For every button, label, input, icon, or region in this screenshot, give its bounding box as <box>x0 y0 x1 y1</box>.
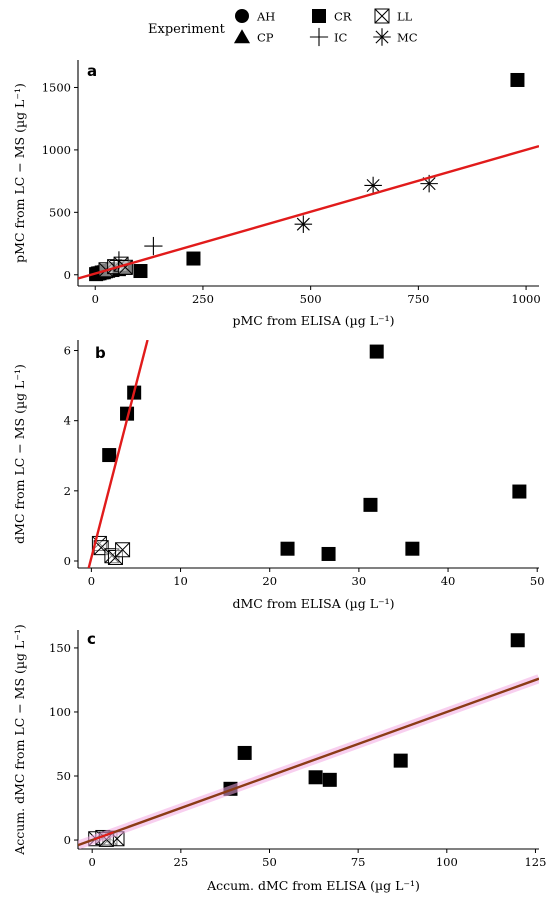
x-tick-label: 75 <box>351 855 366 869</box>
legend: Experiment AH CR LL CP IC MC <box>148 8 418 47</box>
x-tick-label: 1000 <box>511 292 540 306</box>
x-tick-label: 20 <box>262 574 277 588</box>
legend-entry-cp: CP <box>233 29 274 45</box>
y-tick-label: 50 <box>56 769 71 783</box>
point-cr <box>321 546 336 561</box>
legend-symbol-cr <box>312 9 326 23</box>
point-cr <box>308 770 323 785</box>
y-tick-label: 4 <box>64 414 71 428</box>
y-tick-label: 150 <box>49 641 71 655</box>
fit-line <box>87 340 149 568</box>
point-ll <box>115 542 131 558</box>
x-axis-title: pMC from ELISA (µg L⁻¹) <box>233 313 395 328</box>
legend-label-cr: CR <box>334 10 352 24</box>
y-tick-label: 0 <box>64 268 71 282</box>
point-cr <box>405 541 420 556</box>
point-cr <box>280 541 295 556</box>
y-tick-label: 1000 <box>42 143 71 157</box>
point-cr <box>393 753 408 768</box>
panel-c: 0 25 50 75 100 125 0 50 100 150 c Accum. dMC from E… <box>12 624 546 893</box>
y-axis-title: Accum. dMC from LC − MS (µg L⁻¹) <box>12 624 27 856</box>
legend-entry-ic: IC <box>309 27 348 47</box>
point-cr <box>512 484 527 499</box>
point-cr <box>237 745 252 760</box>
legend-entry-ll: LL <box>374 8 413 24</box>
y-axis-title: dMC from LC − MS (µg L⁻¹) <box>12 364 27 544</box>
panel-a: 0 250 500 750 1000 0 500 1000 1500 a pMC from ELIS… <box>12 60 541 328</box>
x-tick-label: 25 <box>174 855 189 869</box>
legend-label-mc: MC <box>397 31 418 45</box>
fit-lines <box>87 340 149 568</box>
x-tick-label: 500 <box>300 292 322 306</box>
point-mc <box>364 176 382 195</box>
point-cr <box>186 251 201 266</box>
legend-symbol-cp <box>233 29 251 44</box>
y-tick-label: 500 <box>49 205 71 219</box>
fit-line <box>78 145 539 280</box>
legend-entry-cr: CR <box>312 9 352 24</box>
x-tick-label: 0 <box>88 574 95 588</box>
panel-b: 0 10 20 30 40 50 0 2 4 6 b dMC from ELISA (µg L⁻¹) d… <box>12 340 545 611</box>
point-cr <box>510 633 525 648</box>
legend-entry-mc: MC <box>373 28 418 46</box>
legend-label-cp: CP <box>257 31 274 45</box>
y-tick-label: 0 <box>64 554 71 568</box>
point-cr <box>322 772 337 787</box>
x-tick-label: 0 <box>92 292 99 306</box>
fit-lines <box>78 674 539 849</box>
fit-lines <box>78 145 539 280</box>
legend-symbol-ll <box>374 8 390 24</box>
point-mc <box>294 215 313 233</box>
point-ic <box>144 236 163 256</box>
point-cr <box>133 264 148 279</box>
legend-label-ah: AH <box>256 10 275 24</box>
legend-entry-ah: AH <box>235 9 275 24</box>
points <box>91 344 527 565</box>
fit-line <box>93 831 114 841</box>
point-cr <box>102 448 117 463</box>
x-tick-label: 40 <box>441 574 456 588</box>
y-tick-label: 6 <box>64 344 71 358</box>
x-tick-label: 250 <box>192 292 214 306</box>
x-tick-label: 50 <box>530 574 545 588</box>
points <box>89 72 525 282</box>
fit-line <box>78 677 539 847</box>
y-axis-title: pMC from LC − MS (µg L⁻¹) <box>12 83 27 263</box>
point-cr <box>510 72 525 87</box>
x-tick-label: 0 <box>89 855 96 869</box>
legend-symbol-mc <box>373 28 391 46</box>
x-tick-label: 10 <box>173 574 188 588</box>
x-tick-label: 750 <box>407 292 429 306</box>
legend-label-ll: LL <box>397 10 413 24</box>
x-tick-label: 125 <box>524 855 546 869</box>
y-tick-label: 2 <box>64 484 71 498</box>
y-tick-label: 100 <box>49 705 71 719</box>
legend-label-ic: IC <box>334 31 348 45</box>
y-tick-label: 1500 <box>42 80 71 94</box>
point-cr <box>363 497 378 512</box>
x-tick-label: 100 <box>436 855 458 869</box>
legend-symbol-ah <box>235 9 249 23</box>
x-axis-title: Accum. dMC from ELISA (µg L⁻¹) <box>206 878 420 893</box>
y-tick-label: 0 <box>64 833 71 847</box>
x-tick-label: 30 <box>352 574 367 588</box>
x-tick-label: 50 <box>262 855 277 869</box>
panel-letter: a <box>87 62 97 80</box>
legend-symbol-ic <box>309 27 329 47</box>
panel-letter: c <box>87 630 96 648</box>
point-cr <box>369 344 384 359</box>
x-axis-title: dMC from ELISA (µg L⁻¹) <box>233 596 395 611</box>
panel-letter: b <box>95 344 106 362</box>
legend-title: Experiment <box>148 22 226 37</box>
